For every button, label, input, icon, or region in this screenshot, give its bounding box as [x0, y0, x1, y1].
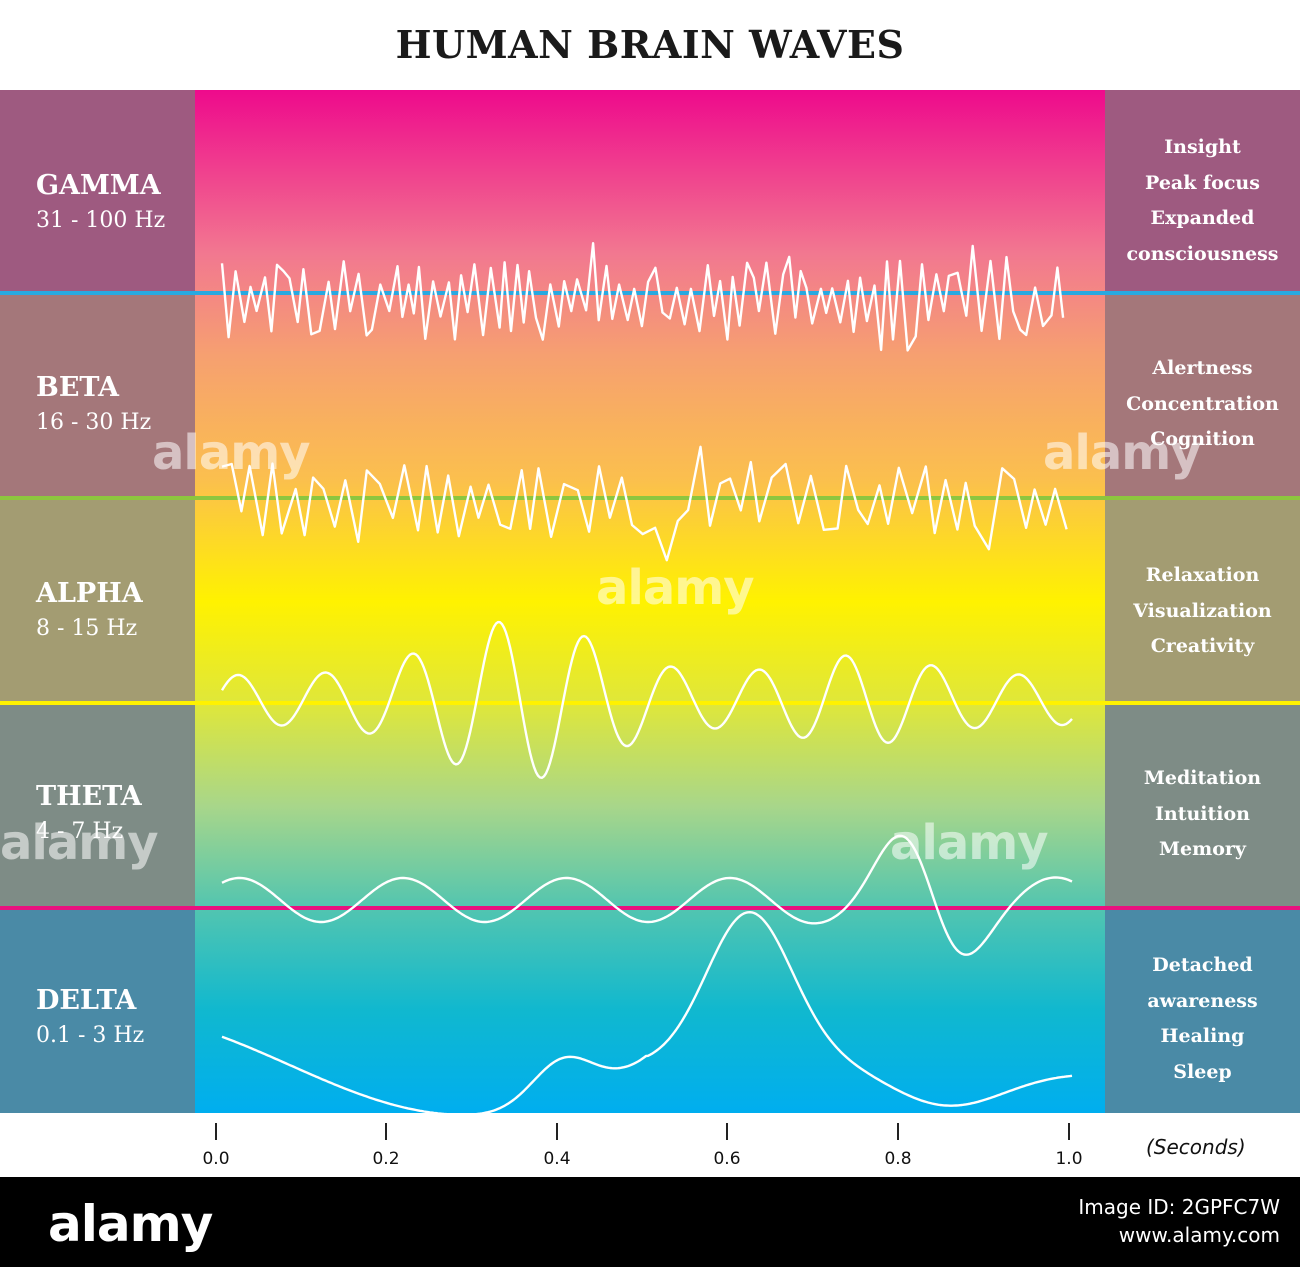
- band-effects-theta: Meditation Intuition Memory: [1105, 761, 1300, 868]
- effect-item: Meditation: [1143, 767, 1262, 789]
- separator-beta-alpha: [0, 496, 1300, 500]
- band-freq-alpha: 8 - 15 Hz: [36, 616, 138, 641]
- band-effects-gamma: Insight Peak focus Expanded consciousnes…: [1105, 130, 1300, 272]
- band-name-gamma: GAMMA: [36, 170, 161, 201]
- axis-tick-label: 0.6: [713, 1149, 741, 1169]
- effect-item: Relaxation: [1145, 564, 1260, 586]
- page-title: HUMAN BRAIN WAVES: [395, 22, 905, 67]
- band-effects-alpha: Relaxation Visualization Creativity: [1105, 558, 1300, 665]
- effect-item: Alertness: [1152, 357, 1253, 379]
- separator-theta-delta: [0, 906, 1300, 910]
- watermark-info: Image ID: 2GPFC7W www.alamy.com: [1078, 1193, 1280, 1249]
- band-effects-panel-delta: Detached awareness Healing Sleep: [1105, 910, 1300, 1113]
- effect-item: Healing: [1160, 1025, 1245, 1047]
- band-freq-delta: 0.1 - 3 Hz: [36, 1023, 145, 1048]
- wave-trace-beta: [221, 445, 1068, 562]
- separator-gamma-beta: [0, 291, 1300, 295]
- effect-item: awareness: [1147, 989, 1258, 1012]
- axis-tick: [556, 1123, 558, 1140]
- axis-tick-label: 0.8: [884, 1149, 912, 1169]
- band-name-theta: THETA: [36, 781, 142, 812]
- effect-item: consciousness: [1126, 242, 1279, 265]
- axis-tick: [215, 1123, 217, 1140]
- band-freq-beta: 16 - 30 Hz: [36, 410, 152, 435]
- alamy-logo: alamy: [48, 1195, 213, 1253]
- band-effects-delta: Detached awareness Healing Sleep: [1105, 948, 1300, 1090]
- watermark-text: alamy: [596, 560, 755, 616]
- effect-item: Insight: [1164, 136, 1241, 158]
- band-effects-panel-beta: Alertness Concentration Cognition: [1105, 295, 1300, 498]
- band-effects-panel-theta: Meditation Intuition Memory: [1105, 705, 1300, 908]
- wave-gradient-area: [195, 90, 1105, 1113]
- time-axis: 0.0 0.2 0.4 0.6 0.8 1.0 (Seconds): [0, 1113, 1300, 1177]
- band-freq-gamma: 31 - 100 Hz: [36, 208, 166, 233]
- band-effects-beta: Alertness Concentration Cognition: [1105, 351, 1300, 458]
- axis-tick: [897, 1123, 899, 1140]
- axis-tick: [726, 1123, 728, 1140]
- wave-traces: [220, 242, 1073, 1113]
- band-effects-panel-alpha: Relaxation Visualization Creativity: [1105, 500, 1300, 703]
- website-text: www.alamy.com: [1118, 1223, 1280, 1247]
- effect-item: Detached: [1152, 954, 1253, 976]
- effect-item: Visualization: [1133, 599, 1272, 622]
- band-label-panel-delta: DELTA 0.1 - 3 Hz: [0, 910, 195, 1113]
- band-freq-theta: 4 - 7 Hz: [36, 819, 124, 844]
- watermark-footer: alamy Image ID: 2GPFC7W www.alamy.com: [0, 1177, 1300, 1267]
- axis-tick-label: 0.2: [372, 1149, 400, 1169]
- effect-item: Concentration: [1126, 392, 1279, 415]
- effect-item: Creativity: [1150, 635, 1255, 657]
- watermark-text: alamy: [1043, 425, 1202, 481]
- axis-tick: [1068, 1123, 1070, 1140]
- effect-item: Expanded: [1150, 207, 1255, 229]
- band-name-delta: DELTA: [36, 985, 137, 1016]
- effect-item: Cognition: [1150, 428, 1255, 450]
- brain-wave-diagram: GAMMA 31 - 100 Hz Insight Peak focus Exp…: [0, 90, 1300, 1113]
- axis-tick: [385, 1123, 387, 1140]
- image-id-text: Image ID: 2GPFC7W: [1078, 1195, 1280, 1219]
- axis-tick-label: 0.0: [202, 1149, 230, 1169]
- band-label-panel-alpha: ALPHA 8 - 15 Hz: [0, 500, 195, 703]
- wave-trace-alpha: [220, 620, 1073, 779]
- effect-item: Memory: [1159, 838, 1246, 860]
- band-label-panel-beta: BETA 16 - 30 Hz: [0, 295, 195, 498]
- effect-item: Intuition: [1155, 802, 1250, 825]
- wave-trace-delta: [221, 911, 1073, 1113]
- band-effects-panel-gamma: Insight Peak focus Expanded consciousnes…: [1105, 90, 1300, 293]
- band-name-alpha: ALPHA: [36, 578, 143, 609]
- band-label-panel-gamma: GAMMA 31 - 100 Hz: [0, 90, 195, 293]
- wave-trace-gamma: [220, 242, 1065, 352]
- axis-units-label: (Seconds): [1146, 1135, 1246, 1159]
- band-name-beta: BETA: [36, 372, 119, 403]
- effect-item: Peak focus: [1145, 171, 1260, 194]
- watermark-text: alamy: [152, 425, 311, 481]
- axis-tick-label: 1.0: [1055, 1149, 1083, 1169]
- watermark-text: alamy: [890, 815, 1049, 871]
- band-label-panel-theta: THETA 4 - 7 Hz: [0, 705, 195, 908]
- wave-trace-theta: [221, 834, 1073, 956]
- watermark-text: alamy: [0, 815, 159, 871]
- effect-item: Sleep: [1173, 1060, 1232, 1083]
- axis-tick-label: 0.4: [543, 1149, 571, 1169]
